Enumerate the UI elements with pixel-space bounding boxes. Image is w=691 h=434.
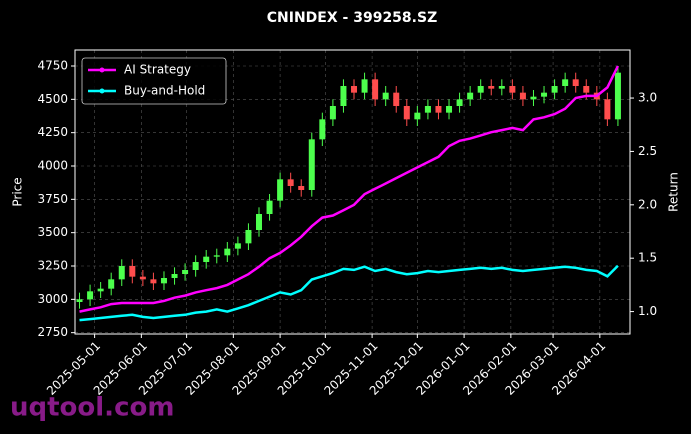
candle-body xyxy=(551,86,558,93)
return-line xyxy=(79,65,620,313)
candle-body xyxy=(266,200,273,214)
y-tick-label: 2750 xyxy=(37,325,68,339)
candle-body xyxy=(604,99,611,120)
y-tick-label: 4250 xyxy=(37,125,68,139)
candle-body xyxy=(287,179,294,186)
y-tick-label: 3000 xyxy=(37,292,68,306)
candle-body xyxy=(245,230,252,244)
plot-frame xyxy=(74,49,631,335)
candle-body xyxy=(393,92,400,106)
candle-body xyxy=(340,86,347,106)
candle-body xyxy=(139,276,146,280)
candle-body xyxy=(414,112,421,120)
y2-tick-label: 1.5 xyxy=(638,251,657,265)
y-tick-label: 3500 xyxy=(37,225,68,239)
candle-body xyxy=(530,96,537,100)
candle-body xyxy=(477,86,484,93)
candle-body xyxy=(108,279,115,289)
candle-body xyxy=(572,79,579,86)
y-tick-label: 4500 xyxy=(37,92,68,106)
candle-body xyxy=(467,92,474,100)
y-tick-label: 4000 xyxy=(37,159,68,173)
candle-body xyxy=(614,72,621,120)
candle-body xyxy=(509,86,516,93)
candle-body xyxy=(76,299,83,302)
y-axis-label: Price xyxy=(11,177,25,206)
candle-body xyxy=(435,106,442,113)
y-tick-label: 4750 xyxy=(37,59,68,73)
legend: AI Strategy Buy-and-Hold xyxy=(81,57,227,105)
candle-body xyxy=(255,214,262,230)
candle-body xyxy=(372,79,379,100)
candle-body xyxy=(129,266,136,277)
return-line xyxy=(79,264,619,322)
candle-body xyxy=(308,139,315,190)
candle-body xyxy=(361,79,368,93)
candle-body xyxy=(192,262,199,270)
candle-body xyxy=(541,92,548,97)
candle-body xyxy=(329,106,336,120)
candle-body xyxy=(319,119,326,140)
candle-body xyxy=(498,86,505,89)
candle-body xyxy=(97,288,104,292)
candle-body xyxy=(87,291,94,300)
y2-tick-label: 3.0 xyxy=(638,91,657,105)
candle-body xyxy=(171,274,178,278)
candle-body xyxy=(403,106,410,120)
candle-body xyxy=(519,92,526,100)
candle-body xyxy=(224,248,231,256)
candle-body xyxy=(456,99,463,106)
candle-body xyxy=(488,86,495,89)
legend-label: Buy-and-Hold xyxy=(124,84,205,98)
candle-body xyxy=(424,106,431,113)
candle-body xyxy=(562,79,569,86)
legend-marker xyxy=(99,88,105,94)
candle-body xyxy=(234,243,241,249)
candle-body xyxy=(583,86,590,93)
y-tick-label: 3250 xyxy=(37,259,68,273)
y-tick-label: 3750 xyxy=(37,192,68,206)
candle-body xyxy=(446,106,453,113)
candle-body xyxy=(382,92,389,100)
candle-body xyxy=(298,186,305,190)
candle-body xyxy=(182,270,189,274)
y2-axis-label: Return xyxy=(667,172,681,212)
candle-body xyxy=(277,179,284,201)
candle-body xyxy=(351,86,358,93)
candle-body xyxy=(213,255,220,257)
candle-body xyxy=(160,278,167,284)
y2-tick-label: 2.0 xyxy=(638,197,657,211)
legend-label: AI Strategy xyxy=(124,63,191,77)
legend-marker xyxy=(99,67,105,73)
candle-body xyxy=(203,256,210,262)
watermark: uqtool.com xyxy=(10,393,174,423)
candle-body xyxy=(150,279,157,284)
chart-title: CNINDEX - 399258.SZ xyxy=(267,10,437,26)
y2-tick-label: 2.5 xyxy=(638,144,657,158)
legend-box xyxy=(81,57,227,105)
y2-tick-label: 1.0 xyxy=(638,304,657,318)
candle-body xyxy=(118,266,125,280)
